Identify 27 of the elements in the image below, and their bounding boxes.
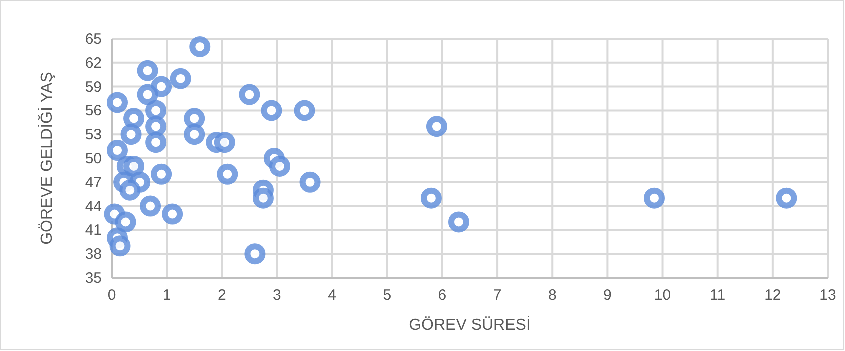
y-axis-title: GÖREVE GELDİĞİ YAŞ — [38, 72, 56, 245]
y-tick-label: 59 — [85, 78, 102, 96]
x-tick-label: 8 — [548, 287, 557, 304]
x-tick-label: 3 — [273, 287, 282, 304]
y-tick-label: 56 — [85, 102, 102, 120]
y-tick-label: 41 — [85, 222, 102, 240]
y-tick-label: 62 — [85, 54, 102, 72]
x-tick-label: 4 — [328, 287, 336, 304]
y-tick-label: 38 — [85, 246, 102, 264]
x-tick-label: 0 — [108, 287, 116, 304]
x-tick-label: 1 — [162, 287, 172, 304]
y-tick-label: 53 — [85, 126, 102, 144]
y-tick-label: 35 — [85, 270, 102, 287]
y-tick-label: 50 — [85, 150, 102, 168]
x-tick-label: 7 — [493, 287, 502, 304]
x-tick-label: 9 — [604, 287, 612, 304]
x-tick-label: 6 — [438, 287, 447, 304]
x-tick-label: 13 — [820, 287, 836, 304]
x-tick-label: 2 — [218, 287, 226, 304]
x-tick-label: 10 — [654, 287, 672, 304]
x-axis-title: GÖREV SÜRESİ — [409, 316, 531, 334]
x-tick-label: 11 — [710, 287, 726, 304]
x-tick-label: 5 — [383, 287, 392, 304]
y-tick-label: 47 — [85, 174, 102, 192]
y-tick-label: 44 — [85, 198, 102, 216]
y-tick-label: 65 — [85, 31, 102, 48]
x-tick-label: 12 — [764, 287, 782, 304]
